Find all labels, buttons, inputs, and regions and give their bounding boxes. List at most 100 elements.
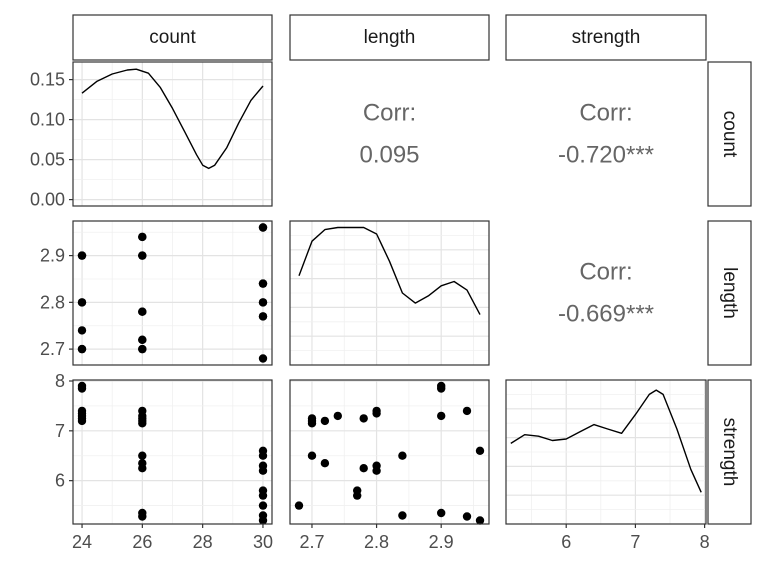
scatter-point bbox=[138, 335, 147, 344]
panel-length-length bbox=[289, 220, 490, 366]
corr-value: -0.720*** bbox=[558, 142, 654, 169]
x-tick-label: 24 bbox=[72, 532, 92, 552]
y-tick-label: 7 bbox=[55, 421, 65, 441]
scatter-point bbox=[437, 508, 446, 518]
panel-border bbox=[289, 220, 490, 366]
panel-strength-count bbox=[72, 379, 273, 525]
scatter-point bbox=[258, 223, 268, 232]
scatter-point bbox=[77, 344, 87, 354]
scatter-point bbox=[307, 419, 317, 428]
y-tick-label: 2.9 bbox=[40, 246, 65, 266]
scatter-point bbox=[77, 416, 87, 426]
scatter-point bbox=[333, 411, 342, 421]
scatter-point bbox=[437, 411, 446, 421]
scatter-point bbox=[258, 312, 268, 321]
scatter-point bbox=[77, 326, 87, 335]
strip-top-length: length bbox=[289, 14, 490, 61]
scatter-point bbox=[138, 451, 147, 460]
strip-box bbox=[707, 220, 752, 366]
panel-background bbox=[290, 380, 489, 524]
y-tick-label: 0.15 bbox=[30, 70, 65, 90]
scatter-point bbox=[462, 512, 472, 521]
strip-label: length bbox=[364, 27, 416, 48]
strip-box bbox=[72, 14, 273, 61]
scatter-point bbox=[372, 409, 381, 418]
corr-label: Corr: bbox=[579, 259, 632, 286]
strip-box bbox=[289, 14, 490, 61]
scatter-point bbox=[353, 491, 362, 500]
scatter-point bbox=[320, 416, 330, 426]
strip-box bbox=[505, 14, 707, 61]
x-tick-label: 8 bbox=[700, 532, 710, 552]
scatter-point bbox=[359, 414, 368, 423]
strip-label: count bbox=[149, 27, 196, 48]
x-axis-bottom: 24 26 28 30 2.7 2.8 2.9 6 7 8 bbox=[72, 524, 710, 552]
y-axis-left: 0.00 0.05 0.10 0.15 2.7 2.8 2.9 6 7 8 bbox=[30, 70, 73, 491]
scatter-point bbox=[398, 511, 407, 520]
panel-count-count bbox=[72, 61, 273, 207]
scatter-point bbox=[138, 344, 147, 354]
strip-top-strength: strength bbox=[505, 14, 707, 61]
scatter-point bbox=[258, 298, 268, 307]
y-tick-label: 6 bbox=[55, 471, 65, 491]
scatter-point bbox=[475, 516, 485, 525]
strip-box bbox=[707, 61, 752, 207]
density-curve-strength bbox=[510, 389, 702, 493]
strip-top-count: count bbox=[72, 14, 273, 61]
panel-strength-strength bbox=[505, 379, 707, 525]
y-tick-label: 8 bbox=[55, 371, 65, 391]
panel-border bbox=[505, 379, 707, 525]
corr-panel-count-strength: Corr: -0.720*** bbox=[558, 100, 654, 169]
corr-value: 0.095 bbox=[359, 142, 419, 169]
corr-label: Corr: bbox=[579, 100, 632, 127]
panel-strength-length bbox=[289, 379, 490, 525]
scatter-point bbox=[138, 307, 147, 316]
density-curve-length bbox=[298, 226, 481, 315]
scatter-point bbox=[462, 406, 472, 416]
strip-right-count: count bbox=[707, 61, 752, 207]
strip-label: length bbox=[719, 267, 740, 319]
scatter-point bbox=[258, 501, 268, 510]
strip-label: strength bbox=[719, 418, 740, 487]
scatter-point bbox=[138, 232, 147, 242]
scatter-point bbox=[398, 451, 407, 460]
corr-panel-count-length: Corr: 0.095 bbox=[359, 100, 419, 169]
strip-label: count bbox=[719, 111, 740, 158]
scatter-point bbox=[320, 459, 330, 468]
scatter-point bbox=[138, 512, 147, 521]
x-tick-label: 2.8 bbox=[364, 532, 389, 552]
panel-length-count bbox=[72, 220, 273, 366]
y-tick-label: 2.8 bbox=[40, 292, 65, 312]
panel-border bbox=[72, 379, 273, 525]
scatter-point bbox=[138, 251, 147, 260]
scatter-point bbox=[294, 501, 304, 510]
scatter-point bbox=[138, 419, 147, 428]
corr-panel-length-strength: Corr: -0.669*** bbox=[558, 259, 654, 328]
scatter-point bbox=[307, 451, 317, 460]
strip-right-length: length bbox=[707, 220, 752, 366]
x-tick-label: 2.9 bbox=[429, 532, 454, 552]
density-curve-count bbox=[81, 68, 264, 170]
scatter-point bbox=[475, 446, 485, 455]
x-tick-label: 28 bbox=[193, 532, 213, 552]
panel-border bbox=[72, 220, 273, 366]
scatter-point bbox=[77, 298, 87, 307]
strip-right-strength: strength bbox=[707, 379, 752, 525]
x-tick-label: 7 bbox=[630, 532, 640, 552]
scatter-point bbox=[359, 464, 368, 473]
panel-border bbox=[289, 379, 490, 525]
scatter-point bbox=[372, 466, 381, 475]
scatter-point bbox=[138, 464, 147, 473]
corr-label: Corr: bbox=[363, 100, 416, 127]
x-tick-label: 6 bbox=[561, 532, 571, 552]
scatter-point bbox=[258, 516, 268, 525]
y-tick-label: 0.10 bbox=[30, 110, 65, 130]
scatter-point bbox=[77, 251, 87, 260]
y-tick-label: 0.05 bbox=[30, 150, 65, 170]
x-tick-label: 30 bbox=[253, 532, 273, 552]
scatter-point bbox=[437, 384, 446, 393]
scatter-point bbox=[258, 491, 268, 500]
scatter-point bbox=[258, 466, 268, 475]
y-tick-label: 2.7 bbox=[40, 339, 65, 359]
